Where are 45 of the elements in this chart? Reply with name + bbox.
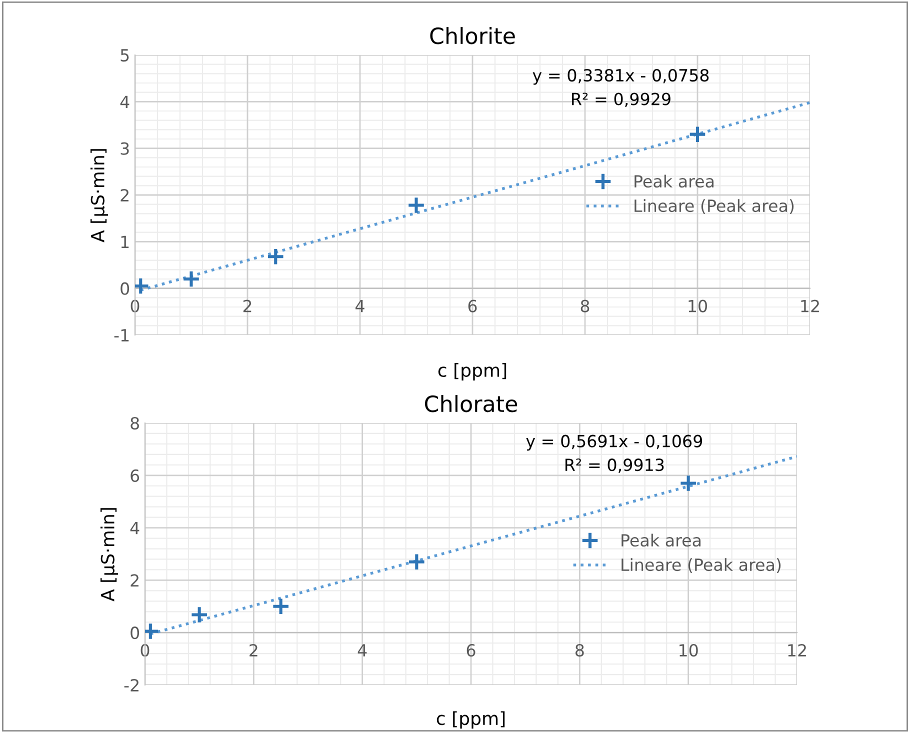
- y-tick-label: 4: [120, 96, 130, 108]
- point: [266, 247, 285, 266]
- y-tick-label: 1: [121, 236, 129, 248]
- y-tick-label: 8: [130, 416, 139, 430]
- y-tick-label: 2: [120, 188, 128, 202]
- y-axis-title: A [µS·min]: [90, 149, 108, 242]
- y-axis-title: A [µS·min]: [100, 508, 118, 602]
- x-tick-label: 10: [680, 644, 698, 657]
- legend-label: Lineare (Peak area): [622, 558, 781, 574]
- x-axis-title: c [ppm]: [436, 711, 505, 729]
- chart-title: Chlorate: [424, 395, 518, 412]
- point: [679, 474, 698, 492]
- legend-label: Peak area: [622, 534, 701, 547]
- x-tick-label: 12: [788, 644, 806, 656]
- x-tick-label: 8: [580, 300, 590, 312]
- x-tick-label: 2: [243, 300, 252, 312]
- legend-label: Peak area: [634, 174, 714, 188]
- annotation: y = 0,5691x - 0,1069 R² = 0,9913: [526, 434, 702, 473]
- annotation: y = 0,3381x - 0,0758 R² = 0,9929: [532, 68, 709, 107]
- y-tick-label: -2: [124, 678, 138, 692]
- y-tick-label: -1: [114, 329, 129, 342]
- legend-label: Lineare (Peak area): [634, 199, 794, 214]
- point: [190, 606, 208, 624]
- point: [272, 597, 290, 616]
- y-tick-label: 3: [120, 142, 129, 155]
- y-tick-label: 5: [120, 49, 129, 62]
- y-tick-label: 4: [130, 522, 140, 534]
- y-tick-label: 2: [130, 574, 138, 587]
- chart-title: Chlorite: [430, 27, 515, 44]
- y-tick-label: 6: [130, 469, 140, 482]
- x-tick-label: 6: [468, 300, 477, 312]
- point: [407, 196, 426, 214]
- point: [182, 270, 200, 288]
- x-tick-label: 4: [358, 644, 367, 656]
- point: [688, 125, 707, 144]
- x-axis-title: c [ppm]: [438, 363, 506, 380]
- point: [408, 552, 426, 572]
- x-tick-label: 10: [688, 300, 707, 312]
- y-tick-label: 0: [120, 282, 130, 295]
- y-tick-label: 0: [130, 626, 140, 640]
- x-tick-label: 2: [250, 644, 258, 656]
- x-tick-label: 4: [356, 300, 364, 312]
- x-tick-label: 8: [575, 644, 584, 657]
- x-tick-label: 6: [466, 644, 476, 657]
- x-tick-label: 12: [801, 300, 819, 312]
